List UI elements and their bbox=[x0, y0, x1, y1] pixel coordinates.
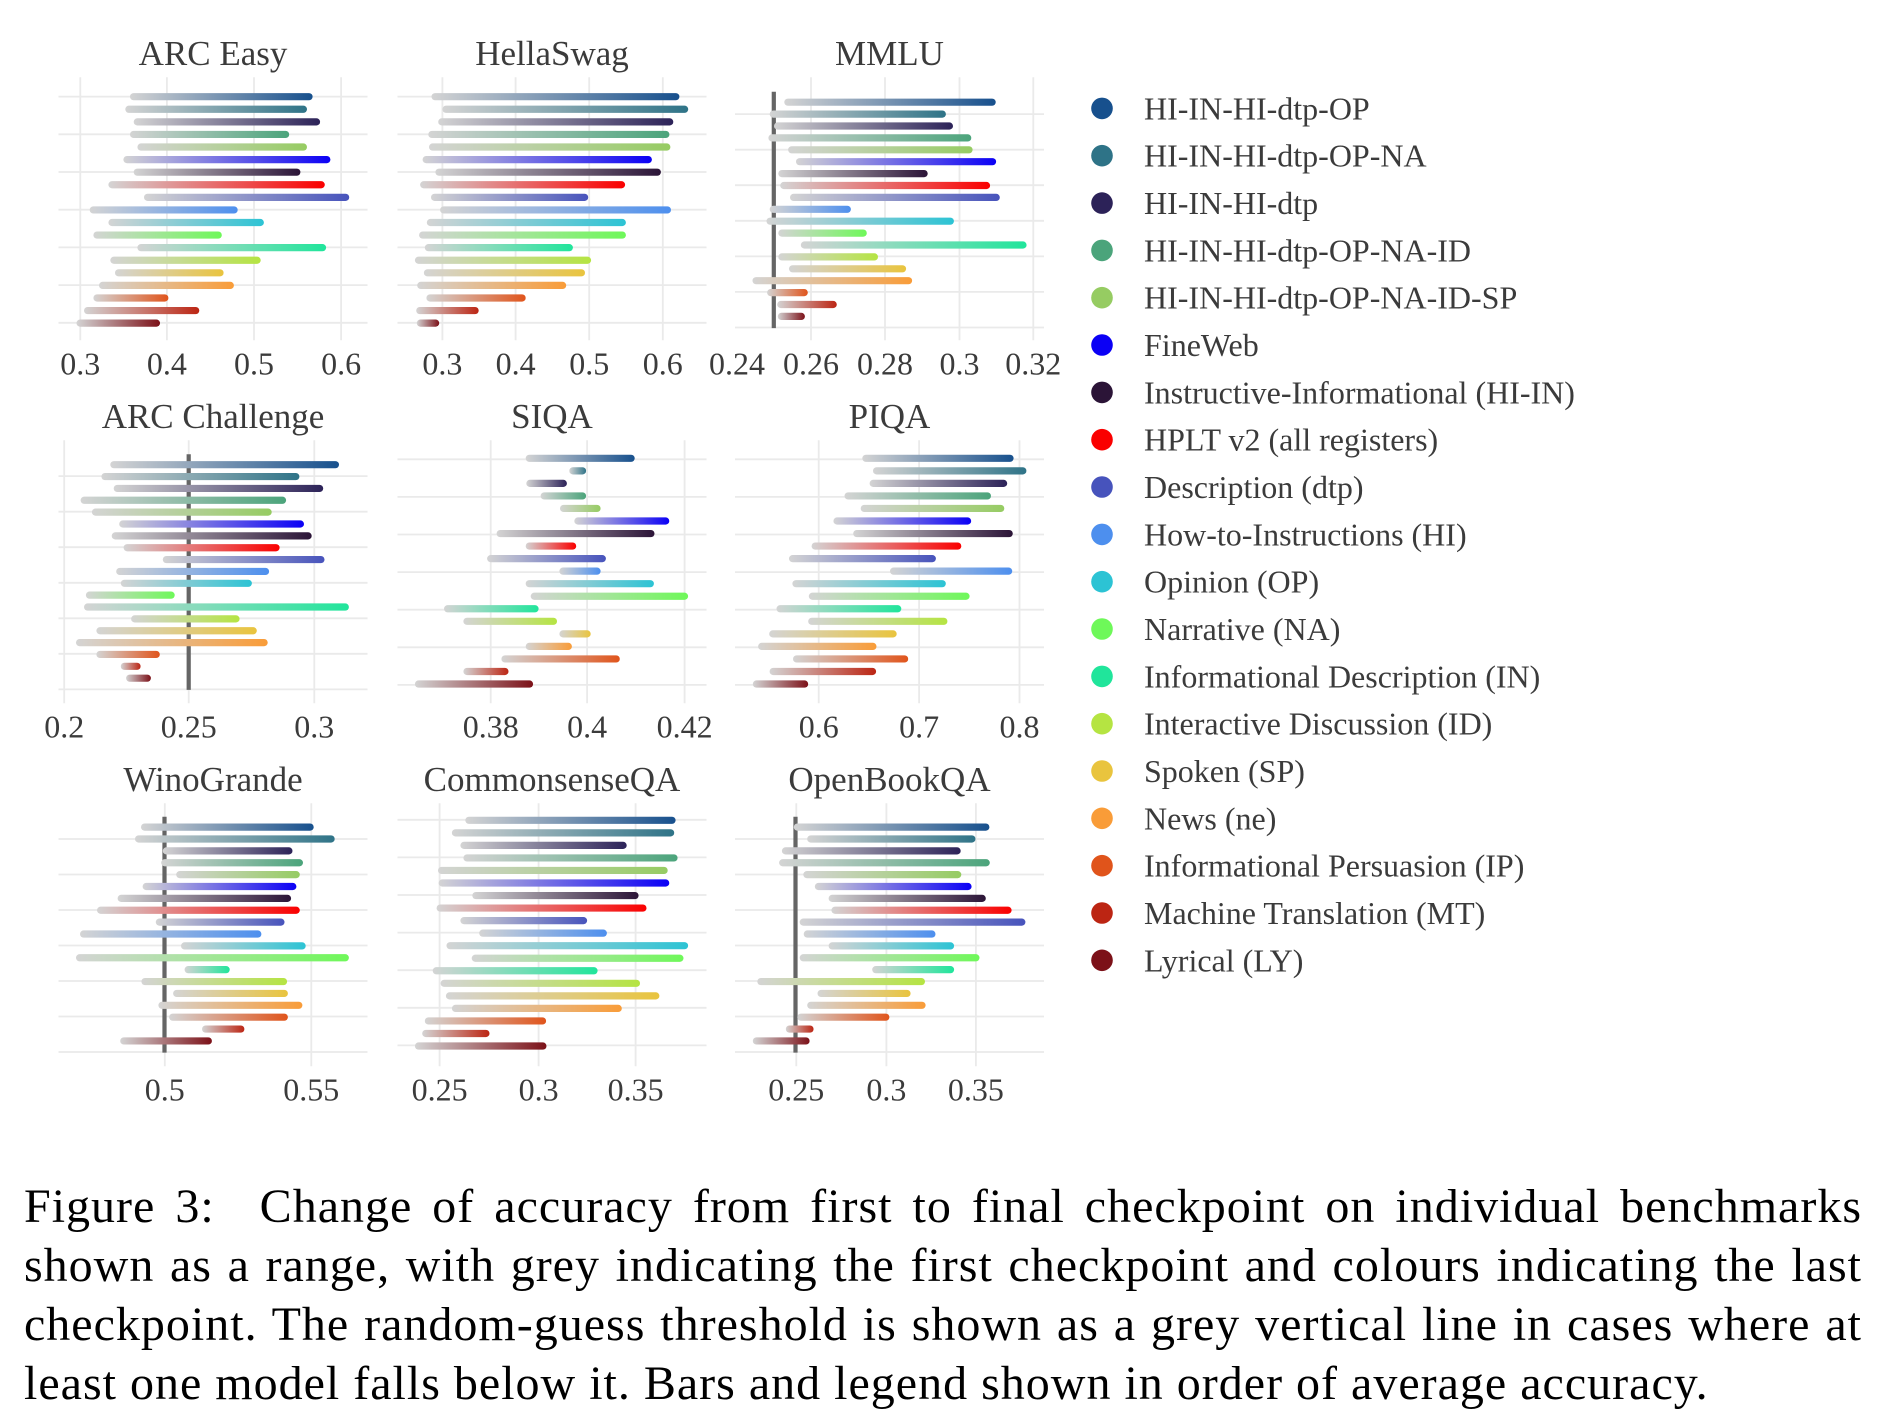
svg-text:Spoken (SP): Spoken (SP) bbox=[1144, 753, 1305, 789]
svg-text:WinoGrande: WinoGrande bbox=[123, 760, 302, 799]
svg-text:0.35: 0.35 bbox=[608, 1072, 664, 1108]
svg-text:Informational Persuasion (IP): Informational Persuasion (IP) bbox=[1144, 848, 1524, 884]
svg-text:Description (dtp): Description (dtp) bbox=[1144, 469, 1364, 505]
svg-text:0.24: 0.24 bbox=[709, 346, 765, 382]
svg-text:HPLT v2 (all registers): HPLT v2 (all registers) bbox=[1144, 422, 1438, 458]
svg-text:0.3: 0.3 bbox=[519, 1072, 559, 1108]
svg-text:0.8: 0.8 bbox=[1000, 709, 1040, 745]
svg-text:HI-IN-HI-dtp-OP: HI-IN-HI-dtp-OP bbox=[1144, 90, 1370, 126]
svg-text:Instructive-Informational (HI-: Instructive-Informational (HI-IN) bbox=[1144, 374, 1575, 410]
svg-text:News (ne): News (ne) bbox=[1144, 800, 1276, 836]
svg-text:HI-IN-HI-dtp-OP-NA-ID: HI-IN-HI-dtp-OP-NA-ID bbox=[1144, 232, 1471, 268]
svg-text:0.3: 0.3 bbox=[940, 346, 980, 382]
svg-text:HI-IN-HI-dtp-OP-NA: HI-IN-HI-dtp-OP-NA bbox=[1144, 138, 1427, 174]
svg-text:0.32: 0.32 bbox=[1005, 346, 1061, 382]
svg-text:0.5: 0.5 bbox=[569, 346, 609, 382]
svg-text:0.28: 0.28 bbox=[857, 346, 913, 382]
svg-text:0.6: 0.6 bbox=[643, 346, 683, 382]
svg-text:0.26: 0.26 bbox=[783, 346, 839, 382]
svg-text:0.42: 0.42 bbox=[657, 709, 713, 745]
svg-text:0.6: 0.6 bbox=[321, 346, 361, 382]
svg-text:0.3: 0.3 bbox=[866, 1072, 906, 1108]
svg-text:Opinion (OP): Opinion (OP) bbox=[1144, 564, 1319, 600]
svg-text:0.38: 0.38 bbox=[463, 709, 519, 745]
svg-text:0.7: 0.7 bbox=[899, 709, 939, 745]
svg-text:0.2: 0.2 bbox=[44, 709, 84, 745]
svg-text:FineWeb: FineWeb bbox=[1144, 327, 1259, 363]
svg-text:CommonsenseQA: CommonsenseQA bbox=[424, 760, 681, 799]
svg-text:Machine Translation (MT): Machine Translation (MT) bbox=[1144, 895, 1485, 931]
svg-text:ARC Easy: ARC Easy bbox=[139, 34, 288, 73]
svg-text:HellaSwag: HellaSwag bbox=[475, 34, 629, 73]
svg-text:Informational Description (IN): Informational Description (IN) bbox=[1144, 658, 1540, 694]
svg-text:0.4: 0.4 bbox=[147, 346, 187, 382]
svg-text:Interactive Discussion (ID): Interactive Discussion (ID) bbox=[1144, 706, 1492, 742]
svg-text:HI-IN-HI-dtp-OP-NA-ID-SP: HI-IN-HI-dtp-OP-NA-ID-SP bbox=[1144, 280, 1517, 316]
svg-text:HI-IN-HI-dtp: HI-IN-HI-dtp bbox=[1144, 185, 1318, 221]
svg-text:0.3: 0.3 bbox=[294, 709, 334, 745]
svg-text:0.5: 0.5 bbox=[145, 1072, 185, 1108]
svg-text:0.55: 0.55 bbox=[283, 1072, 339, 1108]
svg-text:How-to-Instructions (HI): How-to-Instructions (HI) bbox=[1144, 516, 1467, 552]
svg-text:0.6: 0.6 bbox=[799, 709, 839, 745]
svg-text:Narrative (NA): Narrative (NA) bbox=[1144, 611, 1340, 647]
svg-text:MMLU: MMLU bbox=[835, 34, 944, 73]
svg-text:0.4: 0.4 bbox=[567, 709, 607, 745]
svg-text:OpenBookQA: OpenBookQA bbox=[788, 760, 991, 799]
svg-text:0.25: 0.25 bbox=[412, 1072, 468, 1108]
svg-text:Lyrical (LY): Lyrical (LY) bbox=[1144, 942, 1303, 978]
svg-text:0.3: 0.3 bbox=[60, 346, 100, 382]
svg-text:PIQA: PIQA bbox=[849, 397, 931, 436]
svg-text:ARC Challenge: ARC Challenge bbox=[102, 397, 325, 436]
svg-text:0.3: 0.3 bbox=[422, 346, 462, 382]
svg-text:0.25: 0.25 bbox=[161, 709, 217, 745]
svg-text:0.5: 0.5 bbox=[234, 346, 274, 382]
svg-text:SIQA: SIQA bbox=[511, 397, 593, 436]
svg-text:0.25: 0.25 bbox=[768, 1072, 824, 1108]
svg-text:0.4: 0.4 bbox=[496, 346, 536, 382]
svg-text:0.35: 0.35 bbox=[948, 1072, 1004, 1108]
